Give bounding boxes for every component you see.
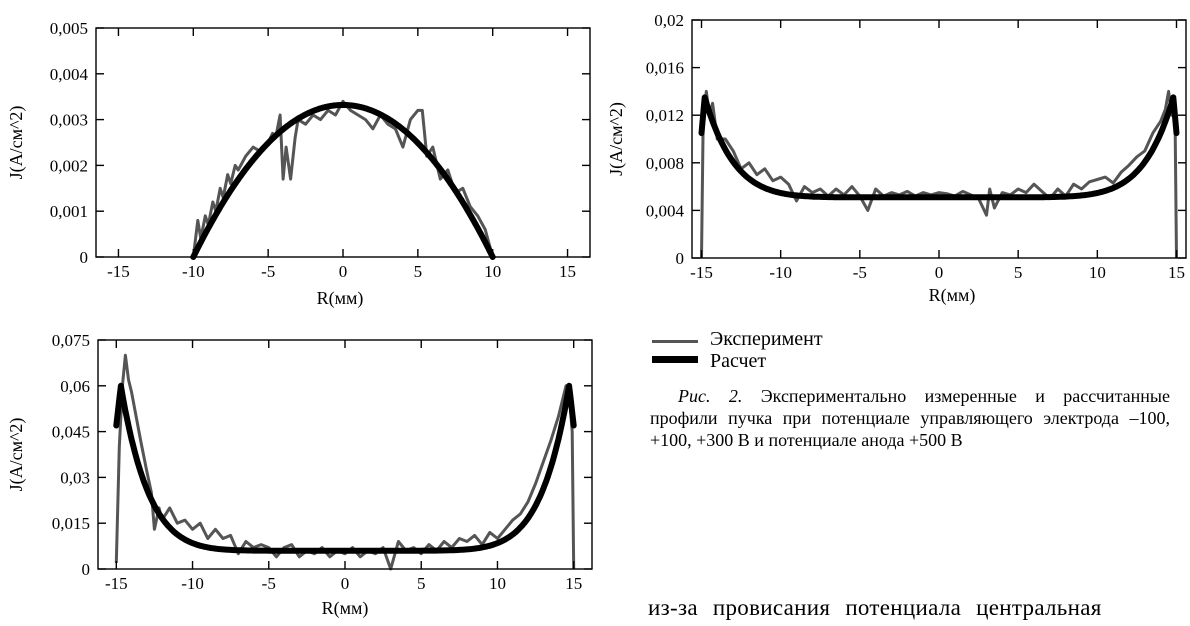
y-axis-label: J(А/см^2) — [606, 102, 627, 176]
x-tick-label: -10 — [181, 574, 204, 593]
x-axis-label: R(мм) — [929, 285, 976, 306]
chart-top-left: -15 -10 -5 0 5 10 15 0 0,001 0,002 0,003 0,004 0,005… — [6, 19, 591, 309]
y-tick-label: 0,005 — [50, 19, 88, 38]
series-calculation-line — [190, 101, 496, 260]
x-tick-label: 0 — [935, 263, 944, 282]
x-tick-label: 15 — [559, 262, 576, 281]
plot-frame — [95, 27, 591, 258]
y-tick-label: 0,016 — [646, 59, 684, 78]
caption-text: Экспериментально измеренные и рассчитанн… — [650, 386, 1170, 450]
x-tick-label: -10 — [769, 263, 792, 282]
x-tick-label: -15 — [105, 574, 128, 593]
x-tick-label: 5 — [414, 262, 423, 281]
y-tick-label: 0,045 — [52, 423, 90, 442]
caption-label: Рис. 2. — [678, 386, 743, 406]
series-calculation-line — [698, 94, 1180, 201]
y-tick-label: 0,003 — [50, 111, 88, 130]
plot-frame — [97, 339, 593, 570]
y-tick-label: 0,004 — [646, 201, 685, 220]
x-tick-label: 10 — [1089, 263, 1106, 282]
series-experiment-line — [700, 89, 1178, 259]
y-tick-label: 0,015 — [52, 514, 90, 533]
legend-swatch-experiment — [652, 340, 698, 343]
y-tick-label: 0,075 — [52, 331, 90, 350]
body-text: из-за провисания потенциала центральная — [648, 595, 1102, 620]
x-tick-label: 15 — [1168, 263, 1185, 282]
x-tick-label: 15 — [565, 574, 582, 593]
y-tick-label: 0,03 — [60, 468, 90, 487]
y-axis-label: J(А/см^2) — [6, 418, 27, 492]
y-tick-label: 0 — [80, 248, 89, 267]
y-tick-label: 0 — [82, 560, 91, 579]
x-tick-label: -5 — [261, 262, 275, 281]
x-tick-label: -5 — [262, 574, 276, 593]
legend-label-calculation: Расчет — [710, 350, 767, 372]
x-tick-label: -15 — [107, 262, 130, 281]
y-tick-label: 0,02 — [654, 11, 684, 30]
x-tick-label: 5 — [1014, 263, 1023, 282]
y-axis-label: J(А/см^2) — [6, 106, 27, 180]
legend-label-experiment: Эксперимент — [710, 328, 823, 350]
y-tick-label: 0 — [676, 249, 685, 268]
legend-swatch-calculation — [652, 356, 698, 363]
x-tick-label: 10 — [489, 574, 506, 593]
x-axis-label: R(мм) — [322, 598, 369, 619]
y-tick-label: 0,002 — [50, 156, 88, 175]
x-tick-label: -10 — [182, 262, 205, 281]
x-tick-label: 5 — [417, 574, 426, 593]
figure-caption: Рис. 2. Экспериментально измеренные и ра… — [650, 385, 1170, 451]
x-tick-label: -15 — [690, 263, 713, 282]
series-calculation-line — [113, 382, 577, 554]
chart-bottom-left: -15 -10 -5 0 5 10 15 0 0,015 0,03 0,045 0,06 0,075 R(… — [6, 331, 593, 619]
x-tick-label: 10 — [484, 262, 501, 281]
x-tick-label: 0 — [339, 262, 348, 281]
y-tick-label: 0,012 — [646, 106, 684, 125]
y-tick-label: 0,001 — [50, 202, 88, 221]
x-tick-label: -5 — [853, 263, 867, 282]
y-tick-label: 0,008 — [646, 154, 684, 173]
y-tick-label: 0,06 — [60, 377, 90, 396]
chart-top-right: -15 -10 -5 0 5 10 15 0 0,004 0,008 0,012 0,016 0,02 R… — [606, 11, 1187, 306]
y-tick-label: 0,004 — [50, 65, 89, 84]
x-tick-label: 0 — [341, 574, 350, 593]
x-axis-label: R(мм) — [317, 288, 364, 309]
plot-frame — [691, 19, 1187, 259]
